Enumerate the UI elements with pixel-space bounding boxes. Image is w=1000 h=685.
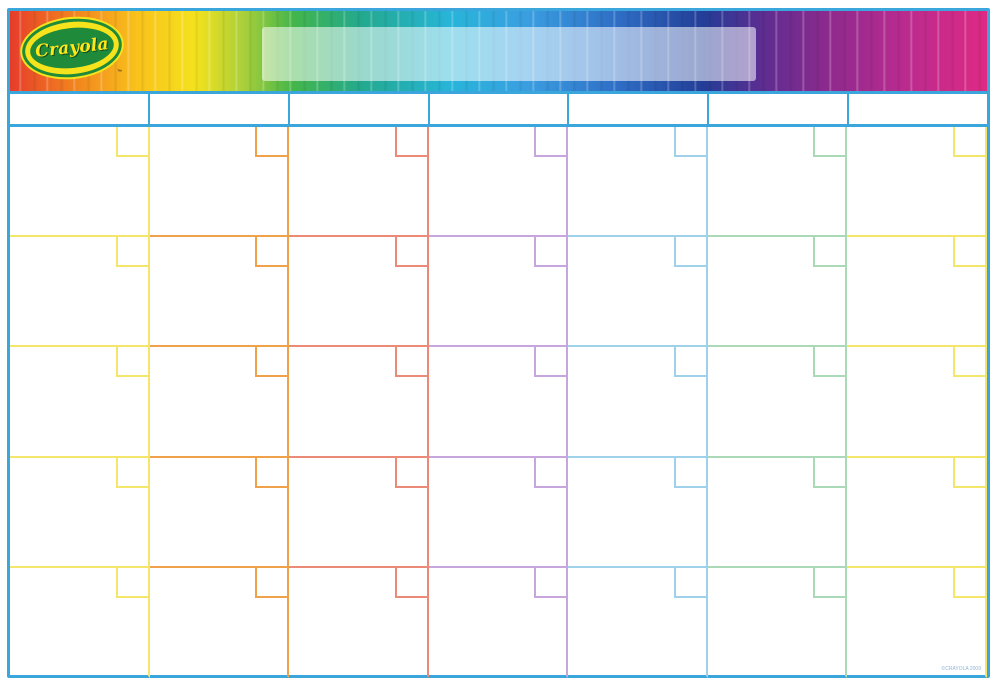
date-number-box[interactable] — [394, 237, 427, 268]
day-cell[interactable] — [149, 347, 290, 458]
day-cell[interactable] — [568, 457, 708, 568]
date-number-box[interactable] — [534, 457, 567, 488]
weekday-header-3[interactable] — [290, 94, 430, 124]
date-number-box[interactable] — [952, 127, 985, 157]
day-cell[interactable] — [707, 347, 848, 458]
date-number-box[interactable] — [673, 237, 706, 268]
date-number-box[interactable] — [115, 127, 148, 157]
date-number-box[interactable] — [952, 237, 985, 268]
date-number-box[interactable] — [394, 457, 427, 488]
date-number-box[interactable] — [673, 347, 706, 378]
date-number-box[interactable] — [673, 567, 706, 598]
weekday-header-5[interactable] — [569, 94, 710, 124]
date-number-box[interactable] — [255, 127, 288, 157]
day-cell[interactable] — [568, 237, 708, 348]
date-number-box[interactable] — [813, 567, 846, 598]
day-cell[interactable] — [847, 567, 987, 678]
day-cell[interactable] — [289, 567, 429, 678]
date-number-box[interactable] — [813, 127, 846, 157]
day-cell[interactable] — [10, 237, 150, 348]
logo-text: Crayola — [34, 34, 110, 62]
date-number-box[interactable] — [394, 347, 427, 378]
day-cell[interactable] — [149, 567, 290, 678]
date-number-box[interactable] — [255, 457, 288, 488]
day-cell[interactable] — [428, 347, 569, 458]
calendar-grid — [10, 127, 987, 678]
date-number-box[interactable] — [534, 127, 567, 157]
day-cell[interactable] — [289, 457, 429, 568]
day-cell[interactable] — [568, 567, 708, 678]
month-title-field[interactable] — [262, 27, 756, 81]
day-cell[interactable] — [10, 127, 150, 238]
day-cell[interactable] — [707, 237, 848, 348]
day-cell[interactable] — [847, 127, 987, 238]
day-cell[interactable] — [428, 457, 569, 568]
day-cell[interactable] — [149, 127, 290, 238]
date-number-box[interactable] — [813, 457, 846, 488]
day-cell[interactable] — [428, 237, 569, 348]
day-cell[interactable] — [847, 237, 987, 348]
date-number-box[interactable] — [115, 347, 148, 378]
day-cell[interactable] — [289, 347, 429, 458]
date-number-box[interactable] — [952, 457, 985, 488]
day-cell[interactable] — [568, 347, 708, 458]
date-number-box[interactable] — [255, 237, 288, 268]
date-number-box[interactable] — [115, 457, 148, 488]
day-cell[interactable] — [149, 457, 290, 568]
trademark-mark: ™ — [117, 69, 122, 75]
date-number-box[interactable] — [394, 567, 427, 598]
date-number-box[interactable] — [534, 347, 567, 378]
date-number-box[interactable] — [255, 347, 288, 378]
day-cell[interactable] — [289, 127, 429, 238]
copyright-text: ©CRAYOLA 2009 — [941, 666, 981, 672]
date-number-box[interactable] — [534, 237, 567, 268]
date-number-box[interactable] — [394, 127, 427, 157]
day-cell[interactable] — [847, 457, 987, 568]
day-cell[interactable] — [10, 457, 150, 568]
weekday-header-7[interactable] — [849, 94, 987, 124]
date-number-box[interactable] — [534, 567, 567, 598]
day-cell[interactable] — [10, 347, 150, 458]
day-cell[interactable] — [707, 457, 848, 568]
weekday-header-1[interactable] — [10, 94, 150, 124]
day-cell[interactable] — [149, 237, 290, 348]
date-number-box[interactable] — [115, 567, 148, 598]
day-cell[interactable] — [428, 127, 569, 238]
calendar-sheet: Crayola ™ ©CRAYOLA 2009 — [7, 8, 990, 678]
date-number-box[interactable] — [813, 347, 846, 378]
date-number-box[interactable] — [813, 237, 846, 268]
day-cell[interactable] — [707, 567, 848, 678]
date-number-box[interactable] — [673, 127, 706, 157]
date-number-box[interactable] — [673, 457, 706, 488]
day-cell[interactable] — [568, 127, 708, 238]
date-number-box[interactable] — [952, 567, 985, 598]
day-cell[interactable] — [428, 567, 569, 678]
date-number-box[interactable] — [952, 347, 985, 378]
date-number-box[interactable] — [255, 567, 288, 598]
day-cell[interactable] — [289, 237, 429, 348]
day-cell[interactable] — [10, 567, 150, 678]
weekday-header-4[interactable] — [430, 94, 570, 124]
date-number-box[interactable] — [115, 237, 148, 268]
day-cell[interactable] — [847, 347, 987, 458]
weekday-header-2[interactable] — [150, 94, 290, 124]
weekday-header-6[interactable] — [709, 94, 850, 124]
weekday-header-row — [10, 91, 987, 127]
day-cell[interactable] — [707, 127, 848, 238]
